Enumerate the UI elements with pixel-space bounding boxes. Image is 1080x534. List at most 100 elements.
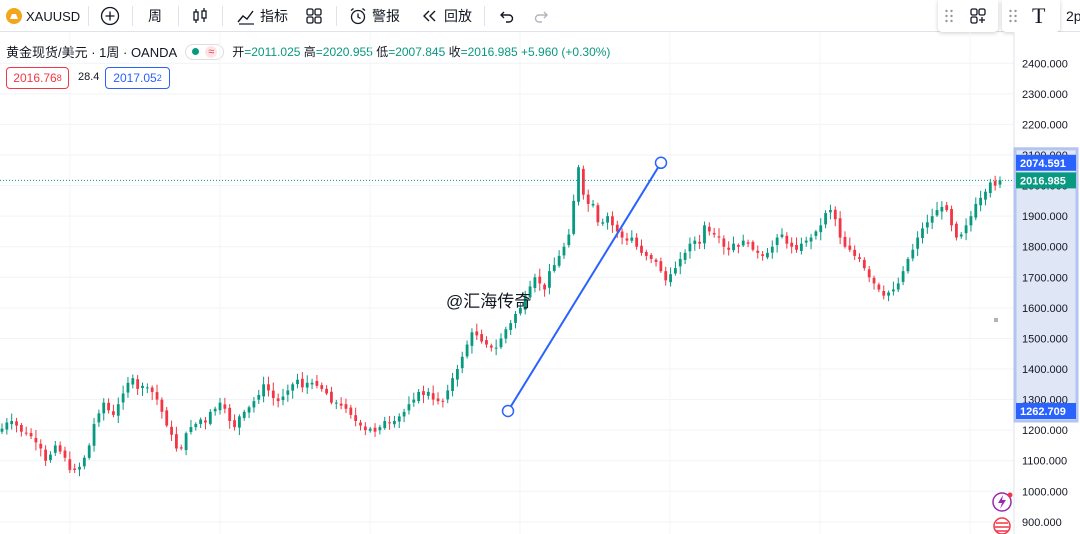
candle-body <box>228 407 232 421</box>
candle-body <box>518 307 522 314</box>
replay-button[interactable]: 回放 <box>420 0 472 32</box>
price-tick-label: 1400.000 <box>1022 364 1068 376</box>
candle-body <box>766 252 769 258</box>
candle-body <box>300 378 304 388</box>
candle-body <box>320 385 324 389</box>
candle-body <box>107 402 110 411</box>
toolbar-divider <box>222 6 223 26</box>
redo-button[interactable] <box>532 0 552 32</box>
drag-dots-icon <box>945 9 953 23</box>
candle-body <box>339 403 343 406</box>
watermark-text: @汇海传奇 <box>446 292 532 311</box>
candle-body <box>262 384 266 397</box>
candle-body <box>722 238 726 247</box>
price-chart[interactable]: 2400.0002300.0002200.0002100.0002000.000… <box>0 32 1080 534</box>
candle-body <box>780 234 784 237</box>
trend-line-end-handle[interactable] <box>654 156 668 170</box>
candle-body <box>712 232 716 235</box>
candle-body <box>669 274 672 283</box>
candle-body <box>959 234 963 237</box>
candle-body <box>664 271 668 281</box>
candle-body <box>460 356 464 369</box>
drag-dots-icon <box>1009 9 1017 23</box>
interval-button[interactable]: 周 <box>148 0 162 32</box>
candle-body <box>310 382 314 385</box>
undo-button[interactable] <box>496 0 516 32</box>
last-price-tag <box>1016 172 1076 189</box>
grid-plus-icon <box>970 8 986 24</box>
candle-body <box>252 401 256 408</box>
candle-body <box>601 222 605 224</box>
candle-body <box>756 250 760 253</box>
symbol-search-button[interactable]: XAUUSD <box>6 0 80 32</box>
text-tool-button[interactable]: T <box>1032 0 1045 32</box>
candle-body <box>237 416 241 428</box>
candle-body <box>494 347 498 349</box>
candle-body <box>683 252 687 260</box>
indicators-button[interactable]: 指标 <box>236 0 288 32</box>
rewind-icon <box>423 10 436 22</box>
price-tick-label: 1000.000 <box>1022 486 1068 498</box>
trend-high-tag <box>1016 154 1076 171</box>
buy-button[interactable]: 2017.05 2 <box>105 67 170 89</box>
layout-templates-button[interactable] <box>304 0 324 32</box>
candle-body <box>34 437 38 443</box>
candle-body <box>208 411 212 424</box>
buy-price-fraction: 2 <box>156 73 162 83</box>
candle-body <box>523 295 527 310</box>
candle-body <box>73 468 77 470</box>
candle-body <box>649 254 653 259</box>
candles-icon <box>193 8 207 23</box>
candle-body <box>504 329 508 339</box>
candle-body <box>136 379 140 389</box>
legend-title[interactable]: 黄金现货/美元 · 1周 · OANDA <box>6 45 178 60</box>
candle-body <box>53 445 57 453</box>
candle-body <box>368 428 372 431</box>
text-tool-icon: T <box>1032 3 1046 28</box>
candle-body <box>451 378 454 392</box>
candle-body <box>29 433 33 437</box>
trend-line-start-handle[interactable] <box>501 404 515 418</box>
candle-body <box>402 411 406 417</box>
indicators-label: 指标 <box>260 8 288 24</box>
candle-body <box>964 225 968 234</box>
compare-add-button[interactable] <box>100 0 120 32</box>
drag-handle[interactable] <box>944 0 954 32</box>
candle-body <box>644 252 648 256</box>
visibility-toggle[interactable]: ≈ <box>185 43 225 60</box>
candle-body <box>296 379 299 385</box>
candle-body <box>969 216 973 226</box>
price-axis[interactable]: 2400.0002300.0002200.0002100.0002000.000… <box>992 32 1080 534</box>
replay-label: 回放 <box>444 8 472 24</box>
us-flag-icon[interactable] <box>993 517 1011 534</box>
gold-symbol-icon <box>6 8 22 24</box>
candle-body <box>930 216 934 223</box>
indicators-icon <box>237 10 254 25</box>
candle-body <box>659 261 663 272</box>
chart-type-button[interactable] <box>190 0 210 32</box>
drag-handle[interactable] <box>1008 0 1018 32</box>
candle-body <box>179 447 183 449</box>
candle-body <box>804 240 808 243</box>
high-value: =2020.955 <box>315 45 373 59</box>
low-value: =2007.845 <box>388 45 446 59</box>
alert-button[interactable]: 警报 <box>348 0 400 32</box>
candle-body <box>422 391 425 396</box>
overflow-label[interactable]: 2p <box>1066 0 1080 32</box>
candle-body <box>150 387 154 392</box>
price-tick-label: 1100.000 <box>1022 456 1067 468</box>
candle-body <box>814 231 818 236</box>
trend-line[interactable] <box>507 162 662 412</box>
add-widget-button[interactable] <box>968 0 988 32</box>
lightning-icon[interactable] <box>992 492 1012 512</box>
sell-button[interactable]: 2016.76 8 <box>6 67 69 89</box>
candle-body <box>790 242 794 247</box>
axis-scale-handle[interactable] <box>994 318 998 322</box>
candle-body <box>736 245 740 247</box>
candle-body <box>325 388 328 394</box>
candle-body <box>475 331 479 336</box>
candle-body <box>305 382 309 388</box>
grid-icon <box>306 8 322 24</box>
candle-body <box>194 424 198 428</box>
candle-body <box>853 249 857 256</box>
